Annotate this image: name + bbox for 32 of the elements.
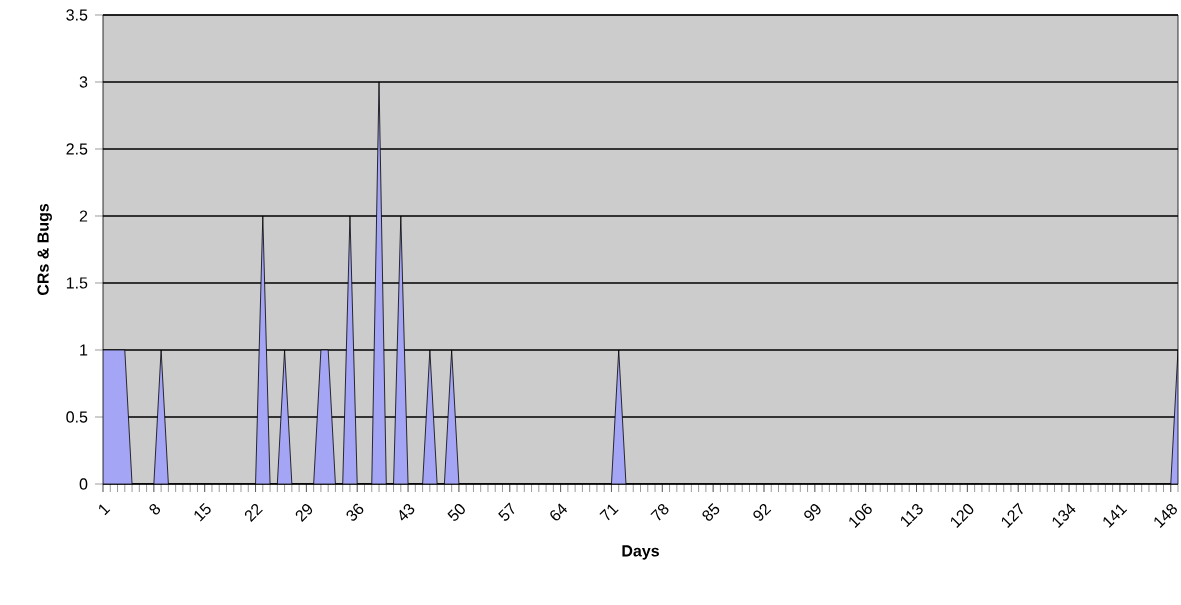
y-tick-label: 3.5 [66,9,88,21]
x-tick-label: 64 [550,503,568,521]
x-tick-label: 92 [753,503,772,521]
x-tick-label: 15 [194,502,211,522]
x-tick-label: 148 [1154,503,1177,528]
y-tick-label: 2 [79,210,88,222]
y-tick-label: 3 [79,76,88,88]
x-tick-label: 57 [498,502,515,521]
x-tick-label: 22 [244,503,263,522]
x-tick-label: 120 [950,504,974,528]
y-tick-label: 1 [80,344,88,356]
x-tick-label: 134 [1052,503,1076,528]
y-axis-title: CRs & Bugs [37,203,52,296]
x-axis-title: Days [622,545,659,560]
y-tick-label: 0.5 [66,411,88,423]
y-tick-label: 1.5 [66,277,88,289]
x-tick-label: 78 [650,503,669,521]
y-tick-label: 2.5 [66,143,88,155]
x-tick-label: 8 [149,503,161,515]
x-tick-label: 106 [849,503,872,528]
x-tick-label: 50 [447,504,465,521]
x-tick-label: 141 [1103,504,1128,528]
x-tick-label: 29 [295,504,313,522]
x-tick-label: 71 [599,504,619,521]
y-tick-label: 0 [79,478,88,490]
x-tick-label: 36 [346,503,364,521]
x-tick-label: 113 [900,503,923,528]
x-tick-label: 43 [399,503,415,521]
x-tick-label: 1 [99,504,111,516]
x-tick-label: 127 [1001,502,1023,528]
x-tick-label: 99 [804,504,821,521]
x-tick-label: 85 [702,503,720,521]
